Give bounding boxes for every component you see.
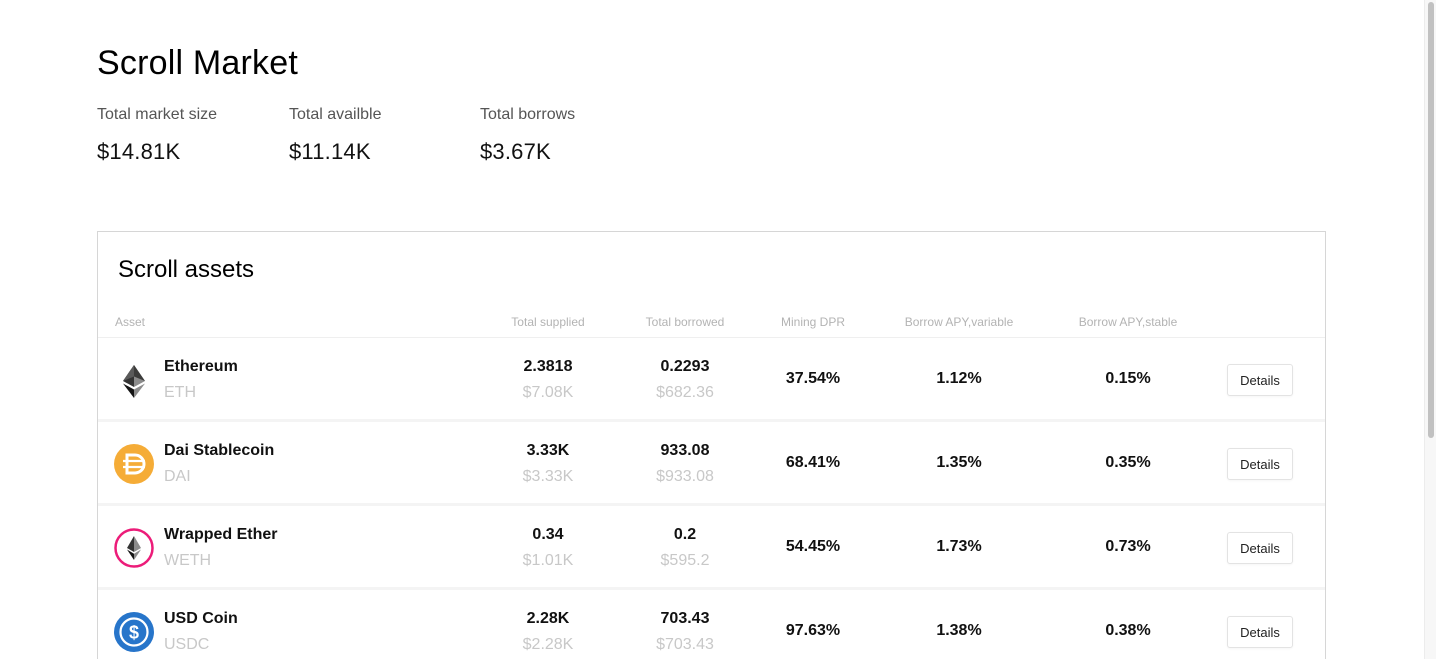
- asset-symbol: ETH: [164, 384, 196, 401]
- column-header-borrow-apy-stable: Borrow APY,stable: [1078, 315, 1178, 329]
- asset-row-weth[interactable]: Wrapped Ether WETH 0.34 $1.01K 0.2 $595.…: [98, 506, 1325, 590]
- stat-label: Total market size: [97, 106, 218, 123]
- total-supplied-amount: 2.28K: [526, 610, 570, 627]
- total-borrowed-usd: $682.36: [656, 384, 714, 401]
- total-supplied-amount: 2.3818: [523, 358, 573, 375]
- column-header-asset: Asset: [115, 315, 146, 329]
- assets-card-title: Scroll assets: [118, 256, 255, 283]
- total-supplied-usd: $2.28K: [522, 636, 574, 653]
- column-header-total-supplied: Total supplied: [511, 315, 585, 329]
- column-header-borrow-apy-variable: Borrow APY,variable: [904, 315, 1014, 329]
- scrollbar-thumb[interactable]: [1428, 2, 1434, 438]
- stat-total-borrows: Total borrows $3.67K: [480, 106, 670, 165]
- stat-total-market-size: Total market size $14.81K: [97, 106, 287, 165]
- column-header-total-borrowed: Total borrowed: [645, 315, 725, 329]
- details-button-eth[interactable]: Details: [1227, 364, 1293, 396]
- asset-row-dai[interactable]: Dai Stablecoin DAI 3.33K $3.33K 933.08 $…: [98, 422, 1325, 506]
- asset-row-usdc[interactable]: $ USD Coin USDC 2.28K $2.28K 703.43 $703…: [98, 590, 1325, 659]
- total-supplied-usd: $3.33K: [522, 468, 574, 485]
- total-supplied-amount: 3.33K: [526, 442, 570, 459]
- total-borrowed-amount: 933.08: [660, 442, 710, 459]
- total-borrowed-usd: $933.08: [656, 468, 714, 485]
- mining-dpr-value: 37.54%: [785, 370, 841, 387]
- asset-symbol: USDC: [164, 636, 210, 653]
- total-borrowed-amount: 0.2293: [660, 358, 710, 375]
- details-button-dai[interactable]: Details: [1227, 448, 1293, 480]
- total-borrowed-usd: $703.43: [656, 636, 714, 653]
- borrow-apy-stable-value: 0.35%: [1105, 454, 1151, 471]
- asset-symbol: DAI: [164, 468, 191, 485]
- wrapped-ether-icon: [114, 528, 154, 568]
- page-title: Scroll Market: [97, 44, 298, 82]
- ethereum-icon: [114, 360, 154, 400]
- total-borrowed-usd: $595.2: [660, 552, 710, 569]
- mining-dpr-value: 68.41%: [785, 454, 841, 471]
- borrow-apy-stable-value: 0.15%: [1105, 370, 1151, 387]
- borrow-apy-variable-value: 1.73%: [936, 538, 982, 555]
- stat-value: $14.81K: [97, 139, 181, 164]
- asset-name: Wrapped Ether: [164, 526, 278, 543]
- asset-name: Ethereum: [164, 358, 238, 375]
- page-scrollbar[interactable]: [1424, 0, 1436, 659]
- borrow-apy-stable-value: 0.38%: [1105, 622, 1151, 639]
- borrow-apy-stable-value: 0.73%: [1105, 538, 1151, 555]
- total-borrowed-amount: 0.2: [673, 526, 697, 543]
- dai-icon: [114, 444, 154, 484]
- asset-row-eth[interactable]: Ethereum ETH 2.3818 $7.08K 0.2293 $682.3…: [98, 338, 1325, 422]
- assets-card: Scroll assets Asset Total supplied Total…: [97, 231, 1326, 659]
- mining-dpr-value: 54.45%: [785, 538, 841, 555]
- stat-value: $11.14K: [289, 139, 371, 164]
- header-divider: [98, 337, 1325, 338]
- asset-name: USD Coin: [164, 610, 238, 627]
- mining-dpr-value: 97.63%: [785, 622, 841, 639]
- usd-coin-icon: $: [114, 612, 154, 652]
- total-supplied-usd: $7.08K: [522, 384, 574, 401]
- total-supplied-usd: $1.01K: [522, 552, 574, 569]
- column-header-mining-dpr: Mining DPR: [780, 315, 846, 329]
- stat-label: Total availble: [289, 106, 382, 123]
- stat-value: $3.67K: [480, 139, 551, 164]
- details-button-usdc[interactable]: Details: [1227, 616, 1293, 648]
- asset-symbol: WETH: [164, 552, 212, 569]
- asset-name: Dai Stablecoin: [164, 442, 275, 459]
- total-supplied-amount: 0.34: [532, 526, 564, 543]
- borrow-apy-variable-value: 1.38%: [936, 622, 982, 639]
- details-button-weth[interactable]: Details: [1227, 532, 1293, 564]
- stat-total-available: Total availble $11.14K: [289, 106, 479, 165]
- borrow-apy-variable-value: 1.35%: [936, 454, 982, 471]
- stat-label: Total borrows: [480, 106, 576, 123]
- total-borrowed-amount: 703.43: [660, 610, 710, 627]
- svg-text:$: $: [129, 623, 139, 643]
- borrow-apy-variable-value: 1.12%: [936, 370, 982, 387]
